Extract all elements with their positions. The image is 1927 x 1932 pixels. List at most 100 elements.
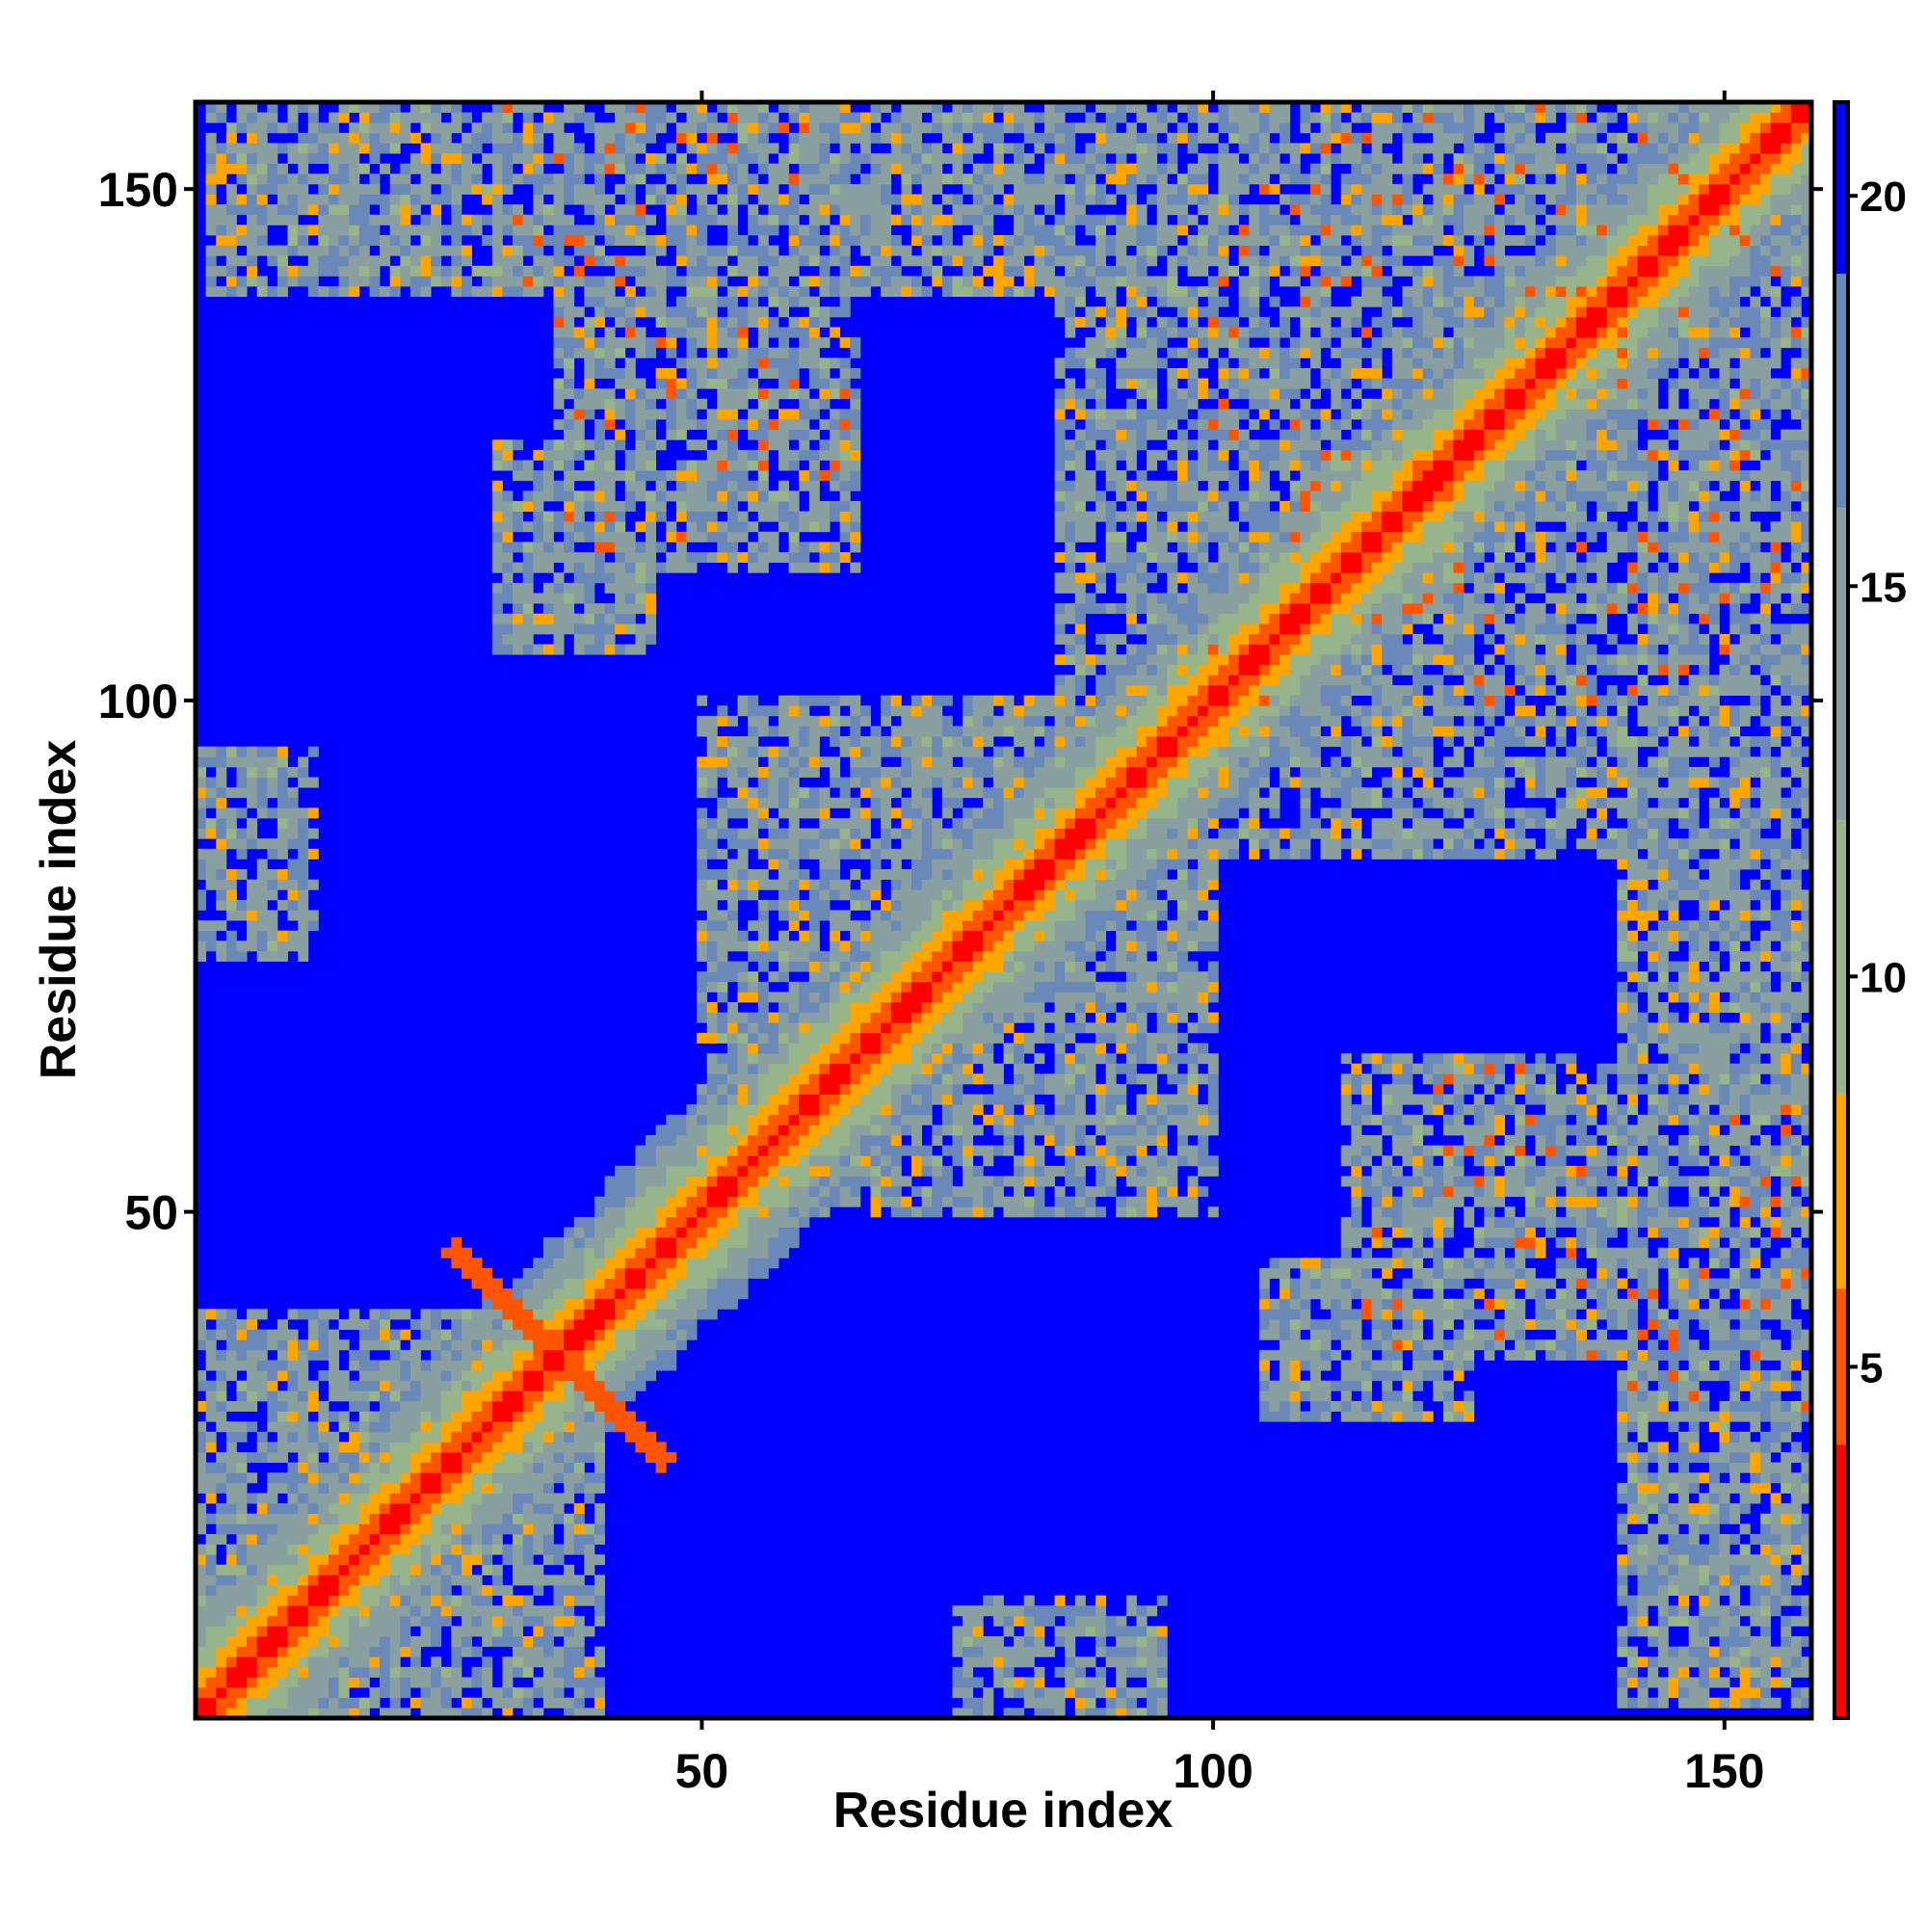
heatmap-cell: [748, 715, 759, 727]
heatmap-cell: [624, 1411, 636, 1422]
heatmap-cell: [318, 194, 330, 205]
heatmap-cell: [911, 899, 922, 911]
heatmap-cell: [522, 1452, 534, 1464]
heatmap-cell: [808, 715, 820, 727]
heatmap-cell: [726, 1053, 738, 1065]
heatmap-cell: [666, 409, 677, 420]
heatmap-cell: [491, 511, 503, 522]
heatmap-cell: [256, 1626, 268, 1637]
heatmap-cell: [236, 194, 248, 205]
heatmap-cell: [748, 1114, 759, 1125]
heatmap-cell: [706, 1114, 718, 1125]
heatmap-cell: [307, 1646, 319, 1657]
heatmap-cell: [542, 1370, 554, 1382]
heatmap-cell: [921, 971, 933, 983]
heatmap-cell: [328, 1493, 339, 1504]
heatmap-cell: [594, 1503, 605, 1515]
heatmap-cell: [646, 163, 657, 174]
heatmap-cell: [307, 204, 319, 216]
heatmap-cell: [522, 1390, 534, 1402]
heatmap-cell: [799, 787, 810, 799]
heatmap-cell: [901, 1073, 912, 1085]
heatmap-cell: [225, 807, 237, 819]
heatmap-cell: [830, 511, 841, 522]
heatmap-cell: [768, 838, 779, 850]
heatmap-cell: [389, 1339, 401, 1351]
heatmap-cell: [726, 439, 738, 451]
heatmap-cell: [675, 1114, 687, 1125]
heatmap-cell: [564, 1595, 575, 1606]
heatmap-cell: [298, 1585, 309, 1597]
heatmap-cell: [768, 950, 779, 962]
heatmap-cell: [901, 1094, 912, 1105]
heatmap-cell: [256, 1309, 268, 1320]
heatmap-cell: [389, 122, 401, 134]
heatmap-cell: [881, 838, 892, 850]
heatmap-cell: [788, 1063, 800, 1074]
heatmap-cell: [287, 1585, 299, 1597]
heatmap-cell: [216, 153, 227, 165]
heatmap-cell: [757, 1216, 769, 1228]
heatmap-cell: [697, 848, 708, 860]
heatmap-cell: [267, 838, 278, 850]
heatmap-cell: [839, 695, 851, 706]
heatmap-cell: [635, 460, 647, 471]
heatmap-cell: [901, 1145, 912, 1156]
heatmap-cell: [247, 225, 258, 236]
heatmap-cell: [921, 736, 933, 748]
heatmap-cell: [553, 388, 565, 400]
heatmap-cell: [533, 552, 544, 564]
heatmap-cell: [788, 511, 800, 522]
heatmap-cell: [635, 204, 647, 216]
heatmap-cell: [850, 500, 861, 512]
heatmap-cell: [768, 828, 779, 839]
heatmap-cell: [307, 879, 319, 890]
heatmap-cell: [850, 828, 861, 839]
heatmap-cell: [870, 777, 882, 788]
heatmap-cell: [409, 1595, 421, 1606]
heatmap-cell: [890, 153, 902, 165]
heatmap-cell: [338, 1482, 350, 1494]
heatmap-cell: [409, 1656, 421, 1668]
heatmap-cell: [349, 102, 360, 114]
heatmap-cell: [451, 1370, 462, 1382]
heatmap-cell: [697, 1278, 708, 1289]
heatmap-cell: [594, 225, 605, 236]
heatmap-cell: [247, 1390, 258, 1402]
heatmap-cell: [646, 1145, 657, 1156]
heatmap-cell: [482, 1472, 493, 1484]
heatmap-cell: [369, 1687, 381, 1699]
heatmap-cell: [553, 572, 565, 584]
heatmap-cell: [686, 316, 698, 328]
heatmap-cell: [491, 286, 503, 298]
heatmap-cell: [748, 1196, 759, 1207]
heatmap-cell: [522, 1575, 534, 1586]
heatmap-cell: [748, 1165, 759, 1177]
heatmap-cell: [635, 306, 647, 318]
heatmap-cell: [726, 1073, 738, 1085]
heatmap-cell: [859, 1114, 871, 1125]
heatmap-cell: [461, 225, 472, 236]
heatmap-cell: [389, 1513, 401, 1524]
heatmap-cell: [697, 981, 708, 992]
heatmap-cell: [921, 1145, 933, 1156]
heatmap-cell: [328, 163, 339, 174]
heatmap-cell: [522, 1349, 534, 1361]
heatmap-cell: [380, 1636, 391, 1648]
heatmap-cell: [564, 255, 575, 267]
heatmap-cell: [839, 920, 851, 932]
heatmap-cell: [941, 1002, 953, 1014]
heatmap-cell: [635, 214, 647, 225]
heatmap-cell: [624, 409, 636, 420]
heatmap-cell: [941, 1043, 953, 1054]
heatmap-cell: [799, 715, 810, 727]
heatmap-cell: [451, 153, 462, 165]
heatmap-cell: [573, 1697, 585, 1708]
heatmap-cell: [513, 562, 524, 573]
heatmap-cell: [491, 500, 503, 512]
heatmap-cell: [287, 930, 299, 941]
heatmap-cell: [594, 542, 605, 553]
heatmap-cell: [542, 1626, 554, 1637]
heatmap-cell: [369, 1523, 381, 1535]
heatmap-cell: [338, 1472, 350, 1484]
